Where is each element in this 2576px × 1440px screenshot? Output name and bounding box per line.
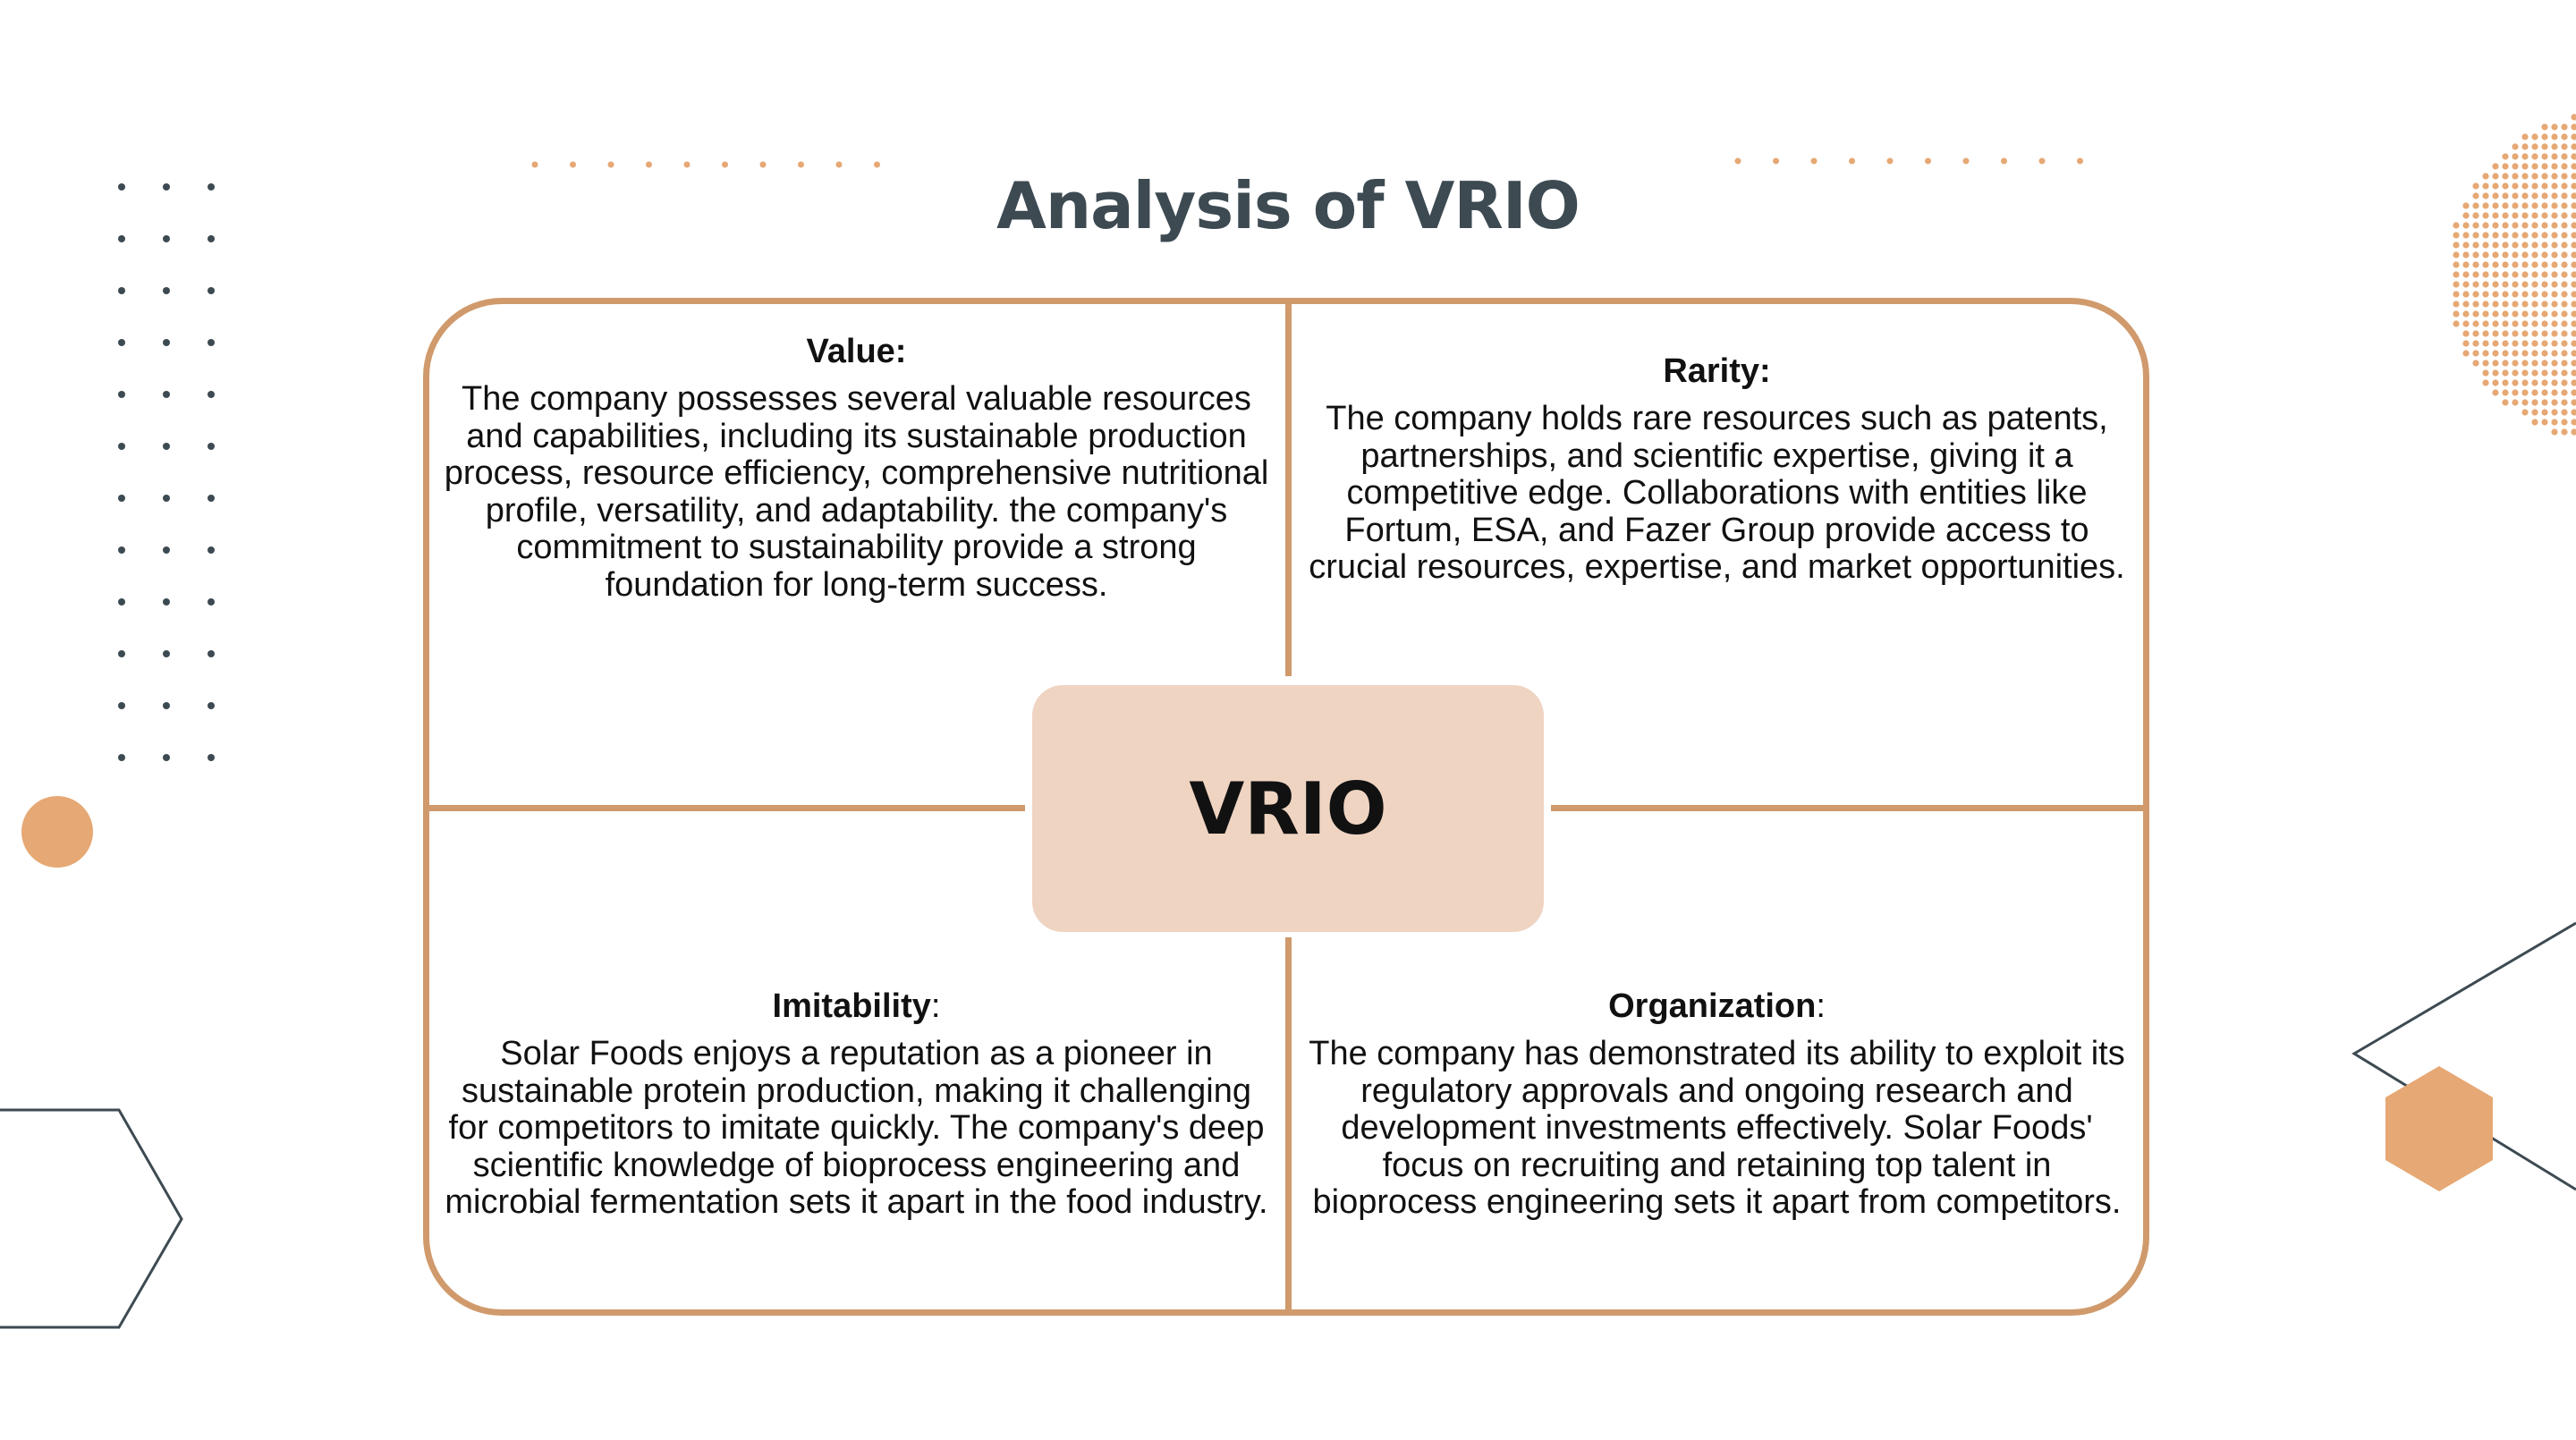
quadrant-rarity-heading: Rarity:	[1663, 352, 1771, 390]
divider-horizontal-right	[1551, 805, 2147, 811]
quadrant-imitability: Imitability: Solar Foods enjoys a reputa…	[438, 984, 1275, 1222]
title-dots-left	[531, 161, 880, 168]
divider-vertical-bottom	[1285, 937, 1292, 1313]
divider-vertical-top	[1285, 301, 1292, 676]
title-dots-right	[1734, 157, 2083, 165]
quadrant-rarity-text: The company holds rare resources such as…	[1309, 400, 2125, 586]
quadrant-imitability-heading-label: Imitability	[772, 987, 931, 1025]
quadrant-value-text: The company possesses several valuable r…	[444, 380, 1269, 604]
dot-grid-decoration	[118, 183, 215, 761]
quadrant-organization: Organization: The company has demonstrat…	[1299, 984, 2135, 1222]
quadrant-value: Value: The company possesses several val…	[438, 329, 1275, 604]
triangle-outline-decoration	[2351, 921, 2576, 1191]
page-title: Analysis of VRIO	[996, 168, 1580, 244]
hexagon-outline-decoration	[0, 1108, 183, 1329]
orange-hexagon-decoration	[2385, 1066, 2493, 1191]
quadrant-imitability-text: Solar Foods enjoys a reputation as a pio…	[445, 1035, 1268, 1221]
center-label: VRIO	[1189, 767, 1387, 851]
quadrant-organization-heading-label: Organization	[1608, 987, 1817, 1025]
center-box: VRIO	[1032, 685, 1544, 932]
quadrant-imitability-heading-colon: :	[930, 987, 941, 1025]
quadrant-imitability-heading: Imitability:	[438, 984, 1275, 1029]
quadrant-organization-text: The company has demonstrated its ability…	[1309, 1035, 2125, 1221]
quadrant-rarity: Rarity: The company holds rare resources…	[1299, 349, 2135, 587]
halftone-circle-decoration	[2453, 114, 2576, 436]
divider-horizontal-left	[426, 805, 1025, 811]
quadrant-organization-heading: Organization:	[1299, 984, 2135, 1029]
quadrant-value-heading: Value:	[806, 333, 907, 370]
orange-circle-decoration	[21, 796, 93, 868]
quadrant-organization-heading-colon: :	[1816, 987, 1826, 1025]
